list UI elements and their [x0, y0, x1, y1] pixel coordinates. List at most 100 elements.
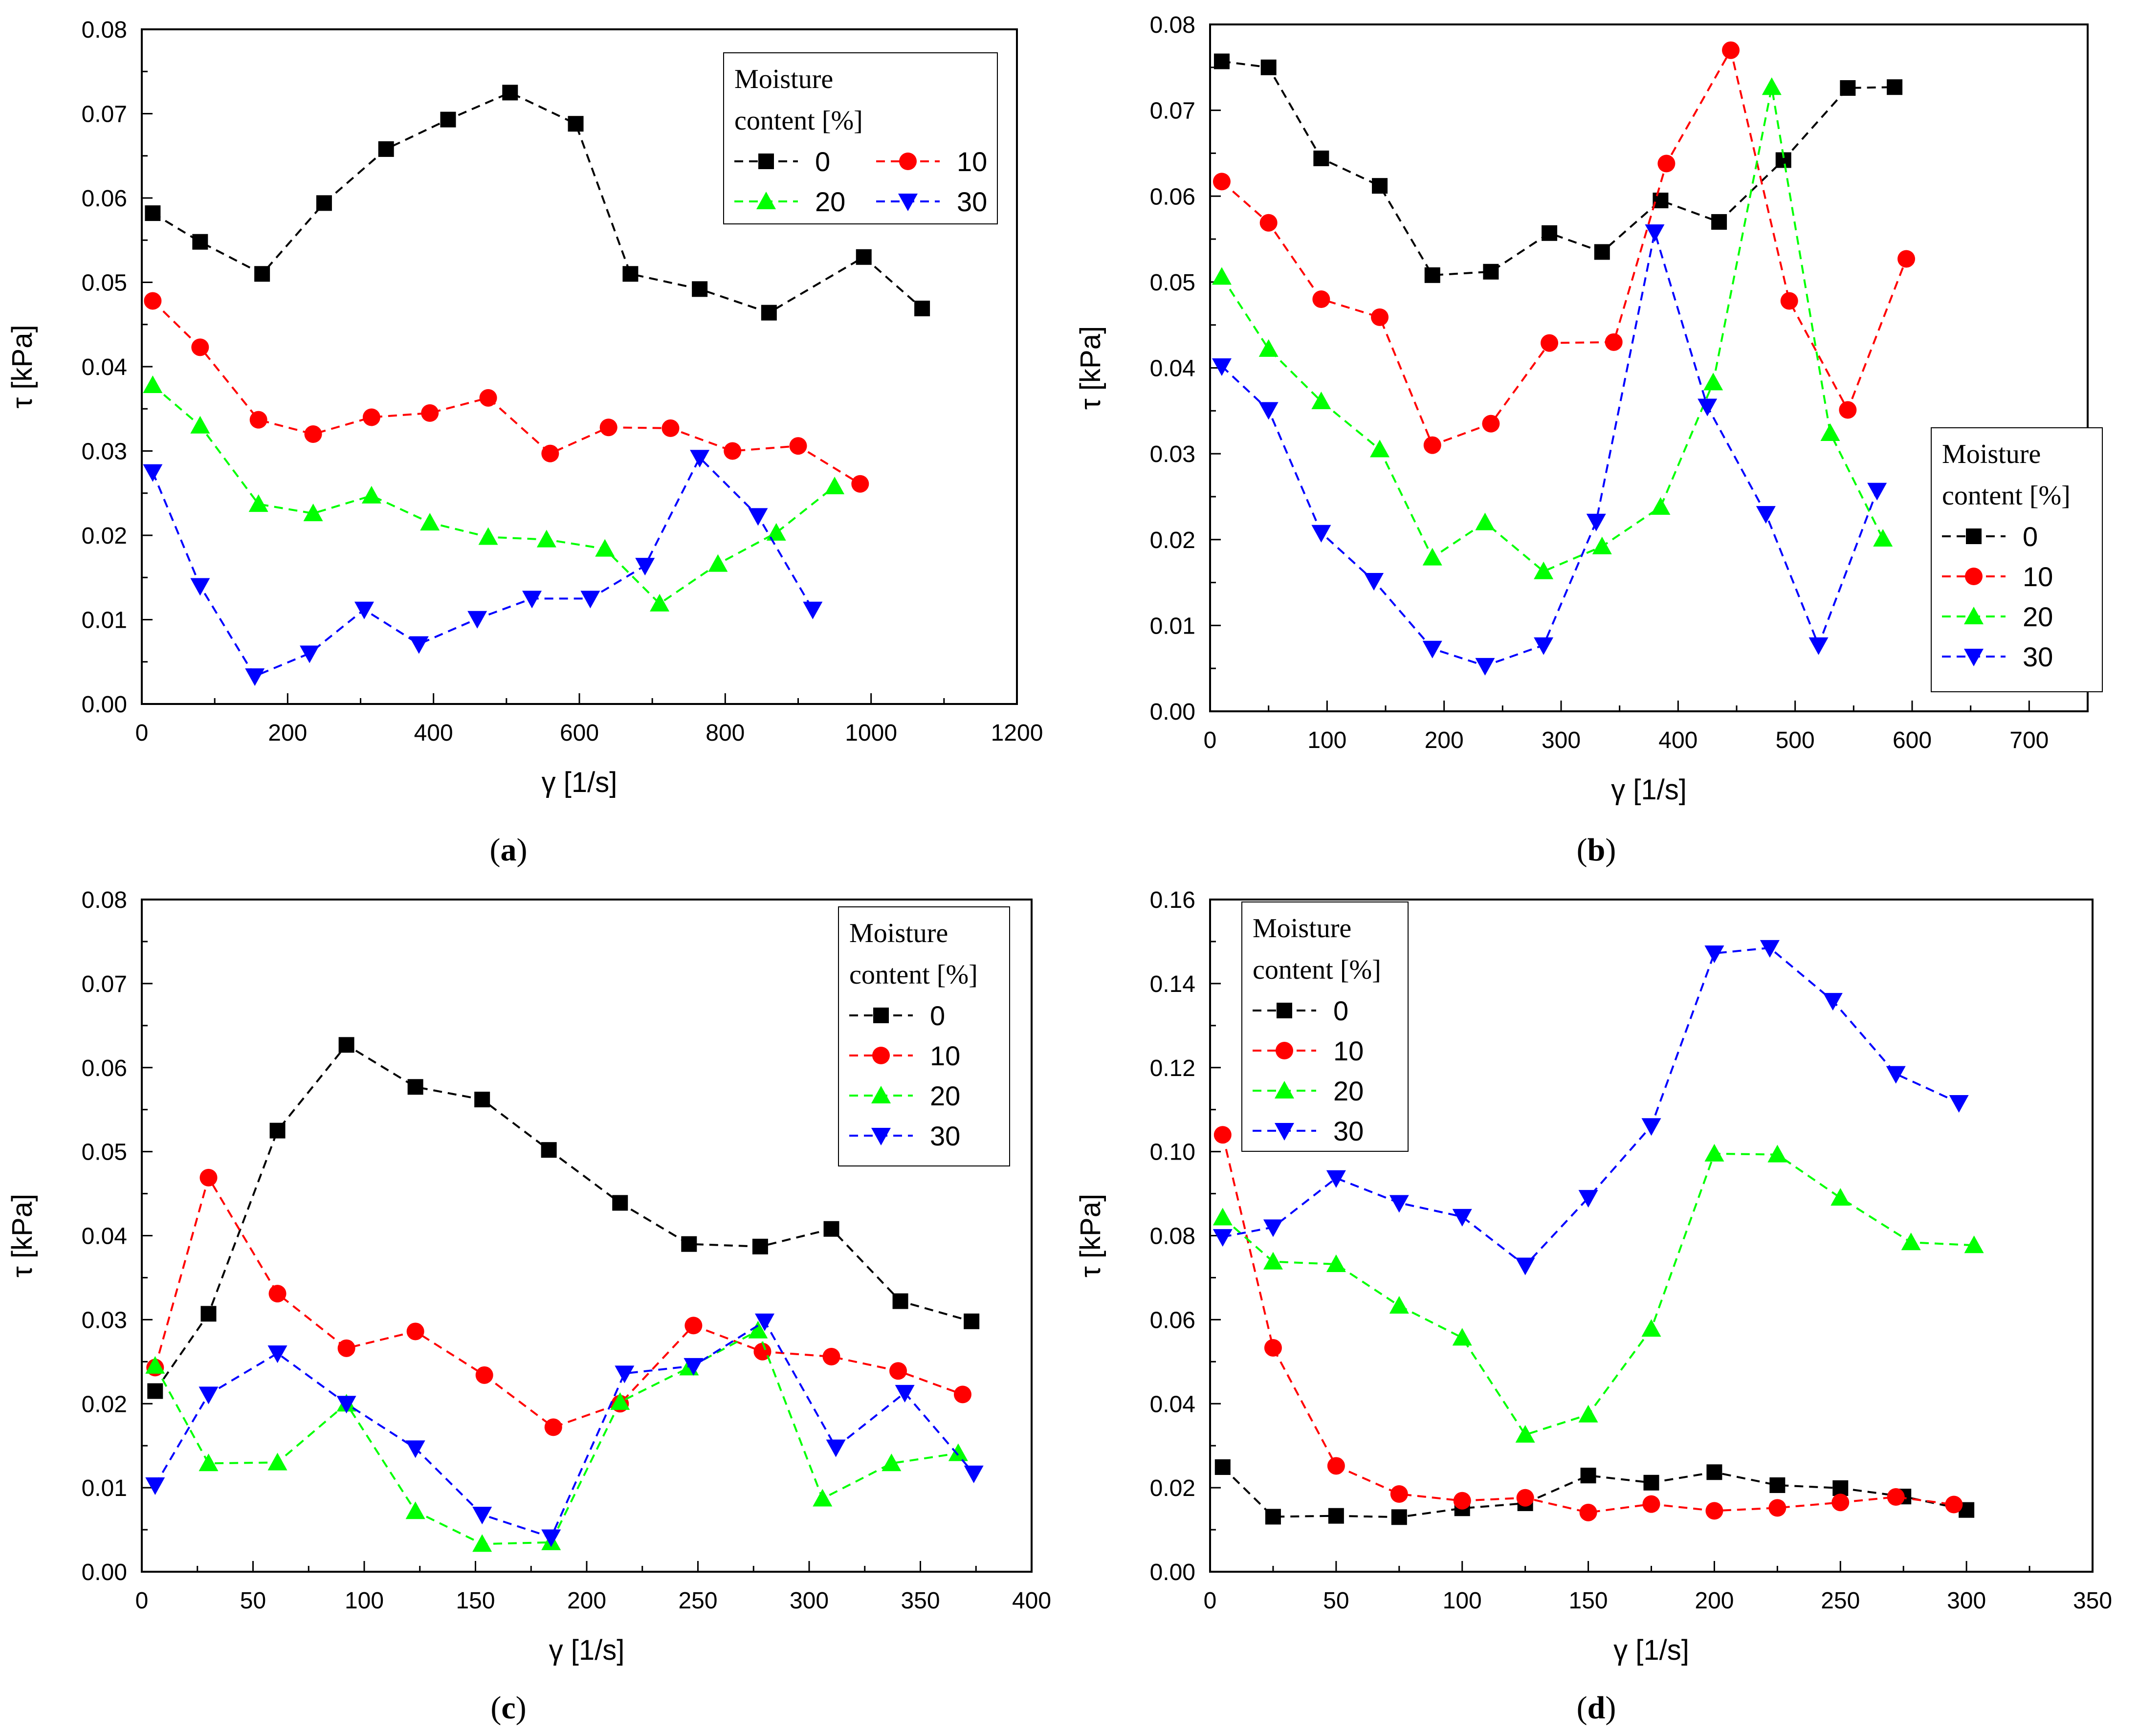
series-10 [144, 292, 869, 493]
legend-marker [1966, 528, 1982, 544]
data-point [1389, 1296, 1409, 1314]
data-point [143, 464, 163, 482]
data-point [267, 1452, 287, 1471]
legend-label: 0 [930, 1000, 945, 1031]
x-tick-label: 50 [240, 1588, 266, 1614]
data-point [1769, 1477, 1786, 1493]
data-point [1767, 1144, 1787, 1163]
data-point [1887, 79, 1903, 95]
data-point [249, 411, 267, 429]
x-tick-label: 200 [1695, 1588, 1734, 1614]
panel-caption: (a) [490, 832, 528, 868]
data-point [1901, 1232, 1921, 1251]
y-tick-label: 0.03 [82, 439, 127, 465]
data-point [198, 1453, 219, 1472]
x-tick-label: 250 [1821, 1588, 1860, 1614]
data-point [1326, 1170, 1346, 1188]
legend-label: 20 [2023, 601, 2053, 632]
data-point [748, 1320, 768, 1339]
data-point [1516, 1489, 1534, 1507]
data-point [1832, 1480, 1849, 1496]
data-point [1579, 1503, 1597, 1521]
data-point [337, 1339, 355, 1357]
series-30 [1213, 940, 1969, 1275]
y-tick-label: 0.02 [1150, 527, 1195, 553]
series-10 [1213, 1126, 1963, 1521]
y-tick-label: 0.05 [1150, 270, 1195, 296]
y-tick-label: 0.00 [1150, 699, 1195, 725]
data-point [1760, 940, 1780, 958]
data-point [895, 1384, 915, 1403]
data-point [889, 1362, 907, 1380]
legend-box [1931, 427, 2103, 692]
data-point [610, 1392, 630, 1410]
data-point [304, 425, 322, 443]
data-point [1706, 1464, 1722, 1480]
legend: Moisture content [%] 0 10 20 30 [1241, 901, 1409, 1152]
y-tick-label: 0.04 [82, 1224, 127, 1250]
legend-entry-10: 10 [1942, 561, 2053, 592]
data-point [362, 408, 380, 426]
data-point [300, 645, 320, 663]
data-point [1657, 154, 1676, 173]
legend-entry-20: 20 [1253, 1076, 1364, 1106]
data-point [1364, 573, 1384, 591]
data-point [1328, 1508, 1344, 1524]
data-point [147, 1383, 163, 1399]
data-point [580, 591, 600, 609]
x-tick-label: 0 [1204, 1588, 1217, 1614]
data-point [1424, 267, 1440, 283]
series-20 [143, 375, 845, 612]
legend-marker [871, 1128, 891, 1145]
legend-label: 0 [2023, 521, 2038, 552]
series-line [1222, 1152, 1974, 1436]
y-tick-label: 0.03 [1150, 441, 1195, 467]
data-point [338, 1037, 354, 1053]
data-point [254, 266, 270, 282]
data-point [1605, 333, 1623, 351]
y-axis-label: τ [kPa] [6, 1194, 38, 1277]
data-point [1839, 401, 1857, 419]
legend-label: 30 [1333, 1116, 1364, 1146]
data-point [1213, 1208, 1233, 1226]
data-point [1422, 640, 1442, 659]
data-point [766, 523, 786, 541]
legend-marker [1277, 1003, 1292, 1018]
data-point [1422, 548, 1442, 566]
data-point [1212, 267, 1232, 285]
x-tick-label: 0 [135, 720, 149, 746]
series-0 [1213, 53, 1903, 283]
data-point [1945, 1495, 1963, 1514]
data-point [405, 1501, 425, 1519]
data-point [1949, 1095, 1969, 1113]
series-line [1221, 47, 1907, 447]
x-tick-label: 700 [2009, 727, 2049, 753]
x-tick-label: 200 [268, 720, 307, 746]
x-tick-label: 200 [1425, 727, 1464, 753]
data-point [948, 1443, 968, 1461]
data-point [1886, 1066, 1906, 1084]
x-tick-label: 0 [1204, 727, 1217, 753]
data-point [1371, 308, 1389, 326]
data-point [692, 281, 708, 297]
legend-entry-0: 0 [734, 146, 830, 177]
chart-panel-a: 0 200 400 600 800 1000 12000.000.010.020.030.0… [6, 17, 1043, 868]
data-point [1390, 1485, 1408, 1503]
legend-marker [1964, 607, 1984, 624]
x-tick-label: 1200 [991, 720, 1043, 746]
data-point [882, 1453, 902, 1472]
data-point [502, 85, 518, 101]
series-20 [145, 1320, 968, 1552]
x-tick-label: 150 [456, 1588, 495, 1614]
legend-label: 20 [1333, 1076, 1364, 1106]
x-tick-label: 300 [1947, 1588, 1986, 1614]
data-point [1452, 1209, 1472, 1227]
panel-caption-letter: a [501, 832, 517, 868]
data-point [1887, 1488, 1905, 1506]
legend-title: content [%] [849, 960, 978, 990]
data-point [1534, 637, 1554, 655]
y-tick-label: 0.06 [82, 186, 127, 212]
legend-title: Moisture [1253, 913, 1351, 944]
legend-entry-20: 20 [849, 1080, 960, 1111]
x-tick-label: 100 [1443, 1588, 1482, 1614]
